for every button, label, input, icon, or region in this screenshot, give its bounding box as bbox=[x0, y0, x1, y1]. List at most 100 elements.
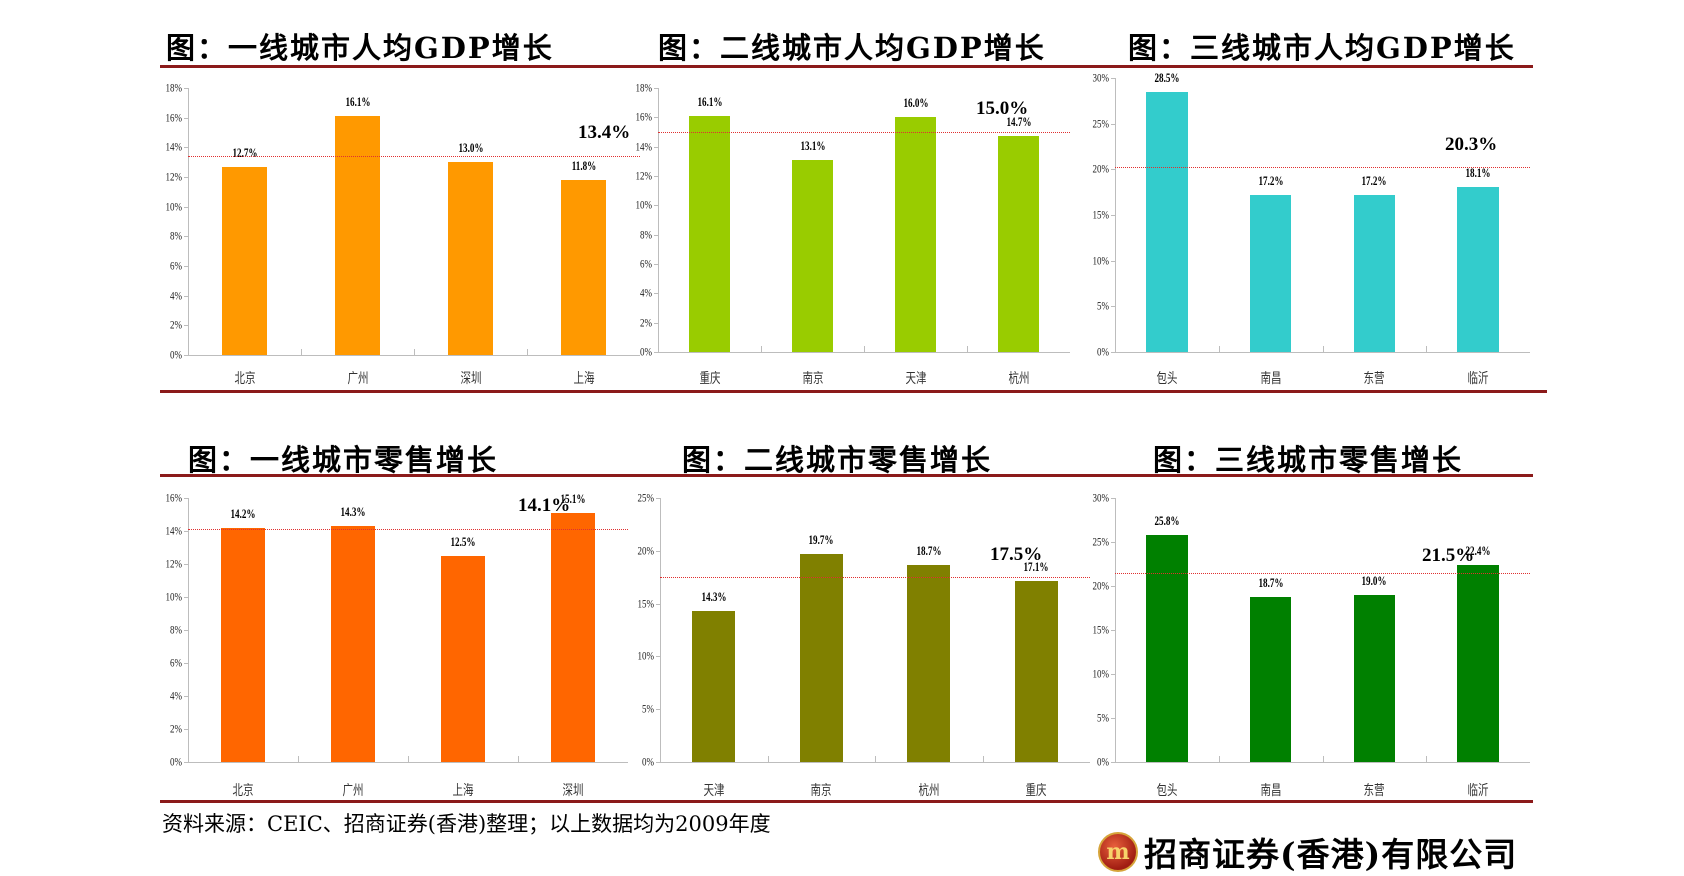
source-note: 资料来源：CEIC、招商证券(香港)整理；以上数据均为2009年度 bbox=[162, 812, 771, 836]
y-tick-label: 10% bbox=[165, 199, 183, 214]
y-tick bbox=[184, 564, 188, 565]
y-tick-label: 2% bbox=[170, 317, 182, 332]
y-tick bbox=[1111, 123, 1115, 125]
x-tick bbox=[301, 349, 302, 355]
y-tick bbox=[1111, 260, 1115, 262]
average-label: 20.3% bbox=[1445, 134, 1498, 155]
y-tick bbox=[654, 322, 658, 324]
bar-深圳 bbox=[447, 162, 494, 355]
y-tick-label: 10% bbox=[1092, 253, 1110, 268]
y-tick bbox=[656, 550, 660, 552]
y-tick-label: 10% bbox=[1092, 666, 1110, 681]
y-tick-label: 30% bbox=[1092, 70, 1110, 85]
y-tick-label: 0% bbox=[1097, 344, 1109, 359]
y-axis bbox=[660, 498, 661, 762]
y-tick-label: 12% bbox=[165, 169, 183, 184]
bar-value-label: 17.2% bbox=[1361, 172, 1387, 188]
bar-value-label: 13.0% bbox=[457, 140, 484, 156]
y-tick-label: 18% bbox=[635, 80, 653, 95]
x-tick bbox=[1426, 346, 1428, 352]
company-logo-icon: m bbox=[1098, 832, 1138, 872]
y-tick-label: 18% bbox=[165, 80, 183, 95]
y-tick bbox=[184, 630, 188, 631]
y-tick-label: 6% bbox=[170, 258, 182, 273]
bottom-section-rule bbox=[160, 800, 1533, 803]
x-category-label: 临沂 bbox=[1467, 783, 1489, 799]
x-tick bbox=[518, 756, 519, 762]
bar-临沂 bbox=[1457, 186, 1499, 352]
y-tick bbox=[1111, 762, 1115, 763]
y-tick-label: 0% bbox=[1097, 754, 1109, 769]
y-tick-label: 4% bbox=[170, 288, 182, 303]
x-axis bbox=[660, 762, 1090, 763]
average-label: 17.5% bbox=[990, 544, 1043, 565]
x-category-label: 重庆 bbox=[1025, 783, 1047, 799]
bar-value-label: 16.1% bbox=[344, 94, 371, 110]
x-category-label: 深圳 bbox=[562, 783, 584, 799]
y-tick-label: 6% bbox=[640, 256, 652, 271]
bar-南京 bbox=[791, 159, 834, 352]
x-tick bbox=[527, 349, 528, 355]
x-tick bbox=[982, 756, 984, 762]
bar-value-label: 14.7% bbox=[1005, 114, 1032, 130]
y-tick-label: 4% bbox=[170, 688, 182, 703]
y-tick bbox=[1111, 674, 1115, 675]
x-axis bbox=[188, 762, 628, 763]
middle-section-rule bbox=[160, 390, 1547, 393]
bar-value-label: 18.7% bbox=[916, 542, 942, 558]
x-category-label: 杭州 bbox=[1008, 371, 1029, 387]
average-line bbox=[188, 529, 628, 531]
bar-广州 bbox=[334, 116, 381, 355]
y-tick-label: 8% bbox=[640, 227, 652, 242]
bar-value-label: 28.5% bbox=[1154, 69, 1180, 85]
y-tick-label: 5% bbox=[642, 701, 654, 716]
y-tick bbox=[1111, 352, 1115, 353]
y-tick-label: 5% bbox=[1097, 710, 1109, 725]
y-tick bbox=[1111, 586, 1115, 587]
y-tick bbox=[184, 355, 188, 356]
average-label: 14.1% bbox=[518, 495, 571, 516]
x-category-label: 南昌 bbox=[1260, 371, 1282, 387]
average-line bbox=[658, 132, 1070, 133]
y-tick bbox=[184, 206, 188, 208]
average-label: 21.5% bbox=[1422, 545, 1475, 566]
y-tick bbox=[656, 656, 660, 658]
x-category-label: 广州 bbox=[342, 783, 364, 799]
y-tick bbox=[1111, 630, 1115, 631]
y-tick-label: 0% bbox=[642, 754, 654, 769]
bar-value-label: 14.2% bbox=[230, 505, 256, 521]
x-category-label: 上海 bbox=[452, 783, 474, 799]
bar-南昌 bbox=[1249, 194, 1292, 352]
bar-杭州 bbox=[907, 564, 951, 762]
y-tick bbox=[654, 264, 658, 265]
chart-title: 图：一线城市零售增长 bbox=[188, 443, 499, 477]
bar-value-label: 22.4% bbox=[1465, 542, 1491, 558]
bar-包头 bbox=[1146, 534, 1188, 762]
bar-value-label: 16.1% bbox=[696, 93, 723, 109]
y-tick-label: 20% bbox=[637, 543, 655, 558]
y-tick-label: 16% bbox=[165, 490, 183, 505]
y-tick-label: 12% bbox=[165, 556, 183, 571]
bar-重庆 bbox=[688, 115, 731, 352]
chart-title: 图：三线城市人均GDP增长 bbox=[1128, 31, 1516, 65]
bar-北京 bbox=[221, 166, 268, 355]
y-tick-label: 4% bbox=[640, 285, 652, 300]
x-category-label: 广州 bbox=[347, 371, 368, 387]
x-category-label: 包头 bbox=[1156, 371, 1178, 387]
y-tick bbox=[654, 352, 658, 353]
y-tick-label: 6% bbox=[170, 655, 182, 670]
y-tick-label: 15% bbox=[1092, 622, 1110, 637]
bar-天津 bbox=[692, 610, 736, 762]
y-tick-label: 20% bbox=[1092, 161, 1110, 176]
y-tick bbox=[656, 603, 660, 605]
bottom-title-rule bbox=[160, 474, 1533, 477]
y-tick bbox=[654, 293, 658, 295]
y-tick-label: 25% bbox=[637, 490, 655, 505]
y-axis bbox=[188, 498, 189, 762]
y-tick-label: 15% bbox=[1092, 207, 1110, 222]
bar-value-label: 17.1% bbox=[1023, 559, 1049, 575]
bar-南京 bbox=[799, 553, 843, 762]
bar-value-label: 14.3% bbox=[340, 504, 366, 520]
y-tick-label: 0% bbox=[640, 344, 652, 359]
y-tick bbox=[656, 498, 660, 499]
